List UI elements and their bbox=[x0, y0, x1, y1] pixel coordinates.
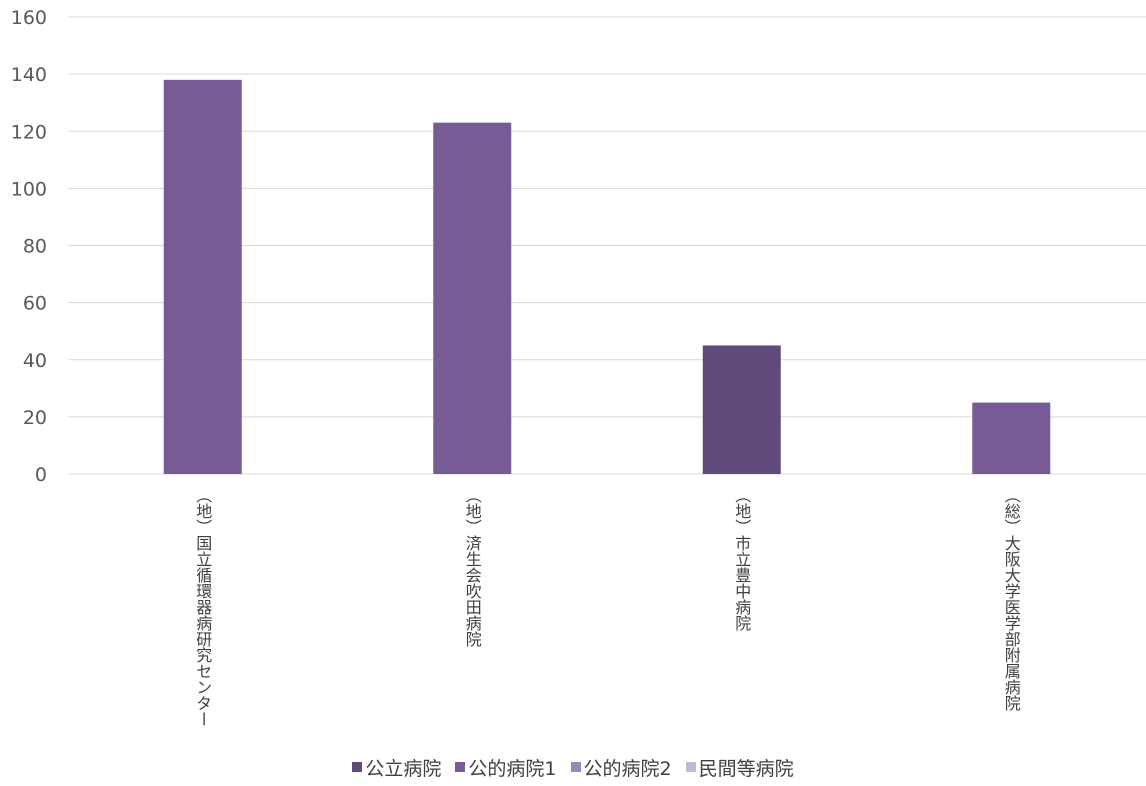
legend-label: 公的病院1 bbox=[468, 757, 557, 780]
bar bbox=[972, 402, 1051, 474]
x-tick-label: （総）大阪大学医学部附属病院 bbox=[1002, 487, 1021, 712]
y-tick-label: 120 bbox=[11, 121, 47, 143]
legend-item-quasi-public-2: 公的病院2 bbox=[570, 754, 672, 781]
bar bbox=[433, 122, 512, 475]
legend-item-public: 公立病院 bbox=[352, 754, 441, 781]
y-tick-label: 40 bbox=[23, 350, 47, 372]
legend: 公立病院 公的病院1 公的病院2 民間等病院 bbox=[0, 754, 1146, 780]
bar bbox=[702, 345, 781, 474]
legend-label: 公立病院 bbox=[365, 757, 442, 780]
x-tick-label: （地）済生会吹田病院 bbox=[463, 487, 482, 648]
legend-item-private: 民間等病院 bbox=[685, 754, 794, 781]
y-tick-label: 100 bbox=[11, 178, 47, 200]
y-axis-ticks: 0 20 40 60 80 100 120 140 160 bbox=[11, 7, 47, 486]
y-tick-label: 140 bbox=[11, 64, 47, 86]
y-tick-label: 80 bbox=[23, 236, 47, 258]
legend-label: 民間等病院 bbox=[698, 757, 794, 780]
x-tick-label: （地）国立循環器病研究センター bbox=[193, 487, 212, 727]
legend-swatch bbox=[570, 762, 581, 772]
bar bbox=[163, 79, 242, 475]
gridlines bbox=[68, 16, 1146, 475]
y-tick-label: 60 bbox=[23, 293, 47, 315]
y-tick-label: 0 bbox=[35, 464, 47, 486]
y-tick-label: 160 bbox=[11, 7, 47, 29]
y-tick-label: 20 bbox=[23, 407, 47, 429]
legend-item-quasi-public-1: 公的病院1 bbox=[455, 754, 557, 781]
legend-swatch bbox=[455, 762, 466, 772]
legend-label: 公的病院2 bbox=[583, 757, 672, 780]
legend-swatch bbox=[352, 762, 363, 772]
x-tick-label: （地）市立豊中病院 bbox=[732, 487, 751, 632]
legend-swatch bbox=[685, 762, 696, 772]
x-axis-labels: （地）国立循環器病研究センター （地）済生会吹田病院 （地）市立豊中病院 （総）大阪大… bbox=[193, 487, 1021, 727]
bars bbox=[163, 79, 1051, 475]
